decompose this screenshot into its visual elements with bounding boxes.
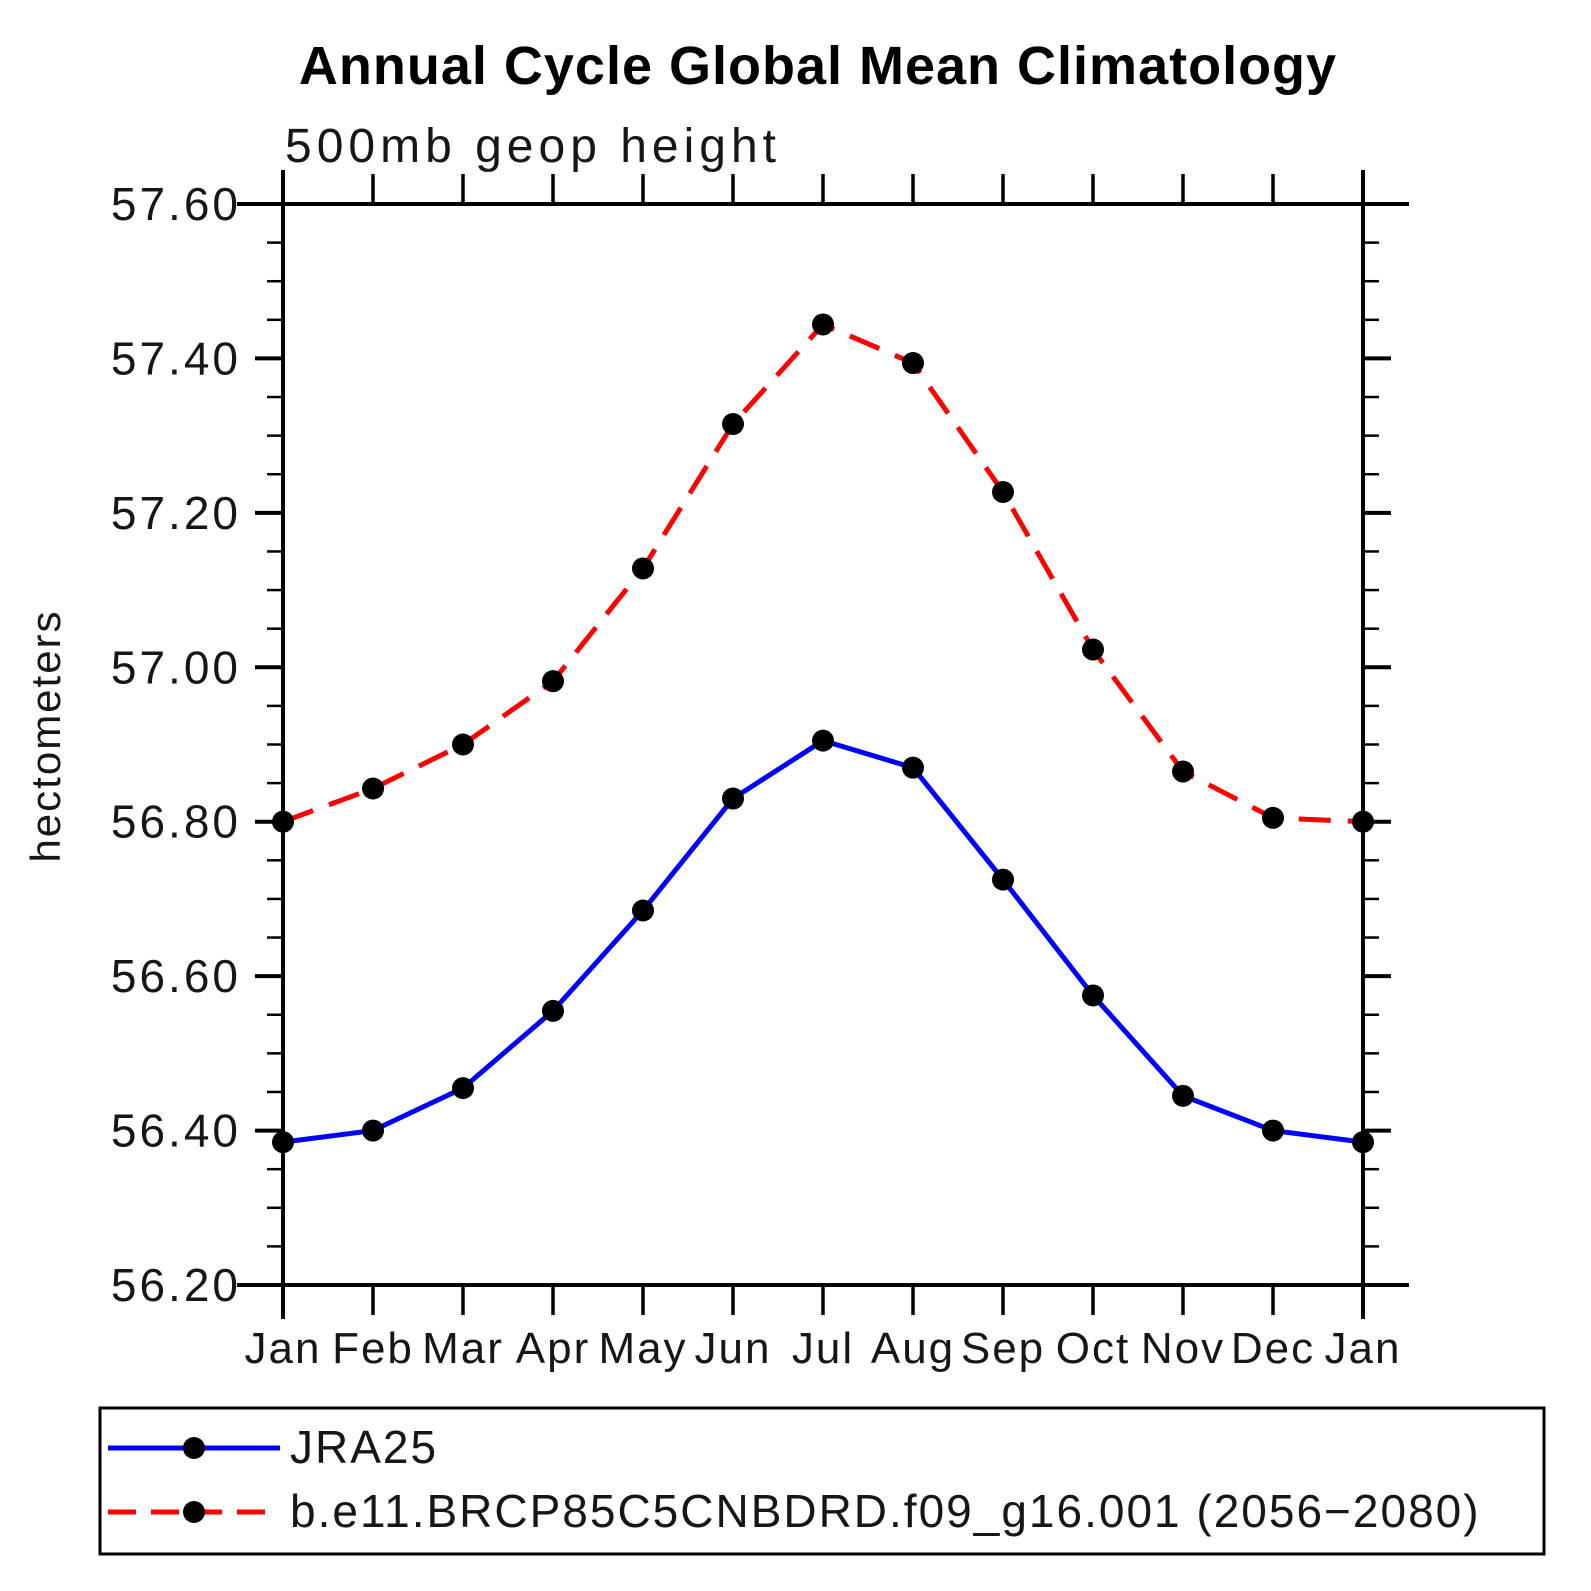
data-point xyxy=(992,868,1014,891)
legend: JRA25 b.e11.BRCP85C5CNBDRD.f09_g16.001 (… xyxy=(98,1406,1546,1556)
x-axis-tick-label: Apr xyxy=(516,1324,590,1373)
data-point xyxy=(1172,1084,1194,1107)
data-point xyxy=(452,733,474,756)
data-point xyxy=(902,756,924,779)
data-point xyxy=(452,1077,474,1100)
data-point xyxy=(722,413,744,436)
chart-title: Annual Cycle Global Mean Climatology xyxy=(299,36,1337,96)
y-axis-tick-label: 56.80 xyxy=(111,796,241,848)
legend-label-model: b.e11.BRCP85C5CNBDRD.f09_g16.001 (2056−2… xyxy=(290,1485,1481,1537)
data-point xyxy=(1082,984,1104,1007)
x-axis-tick-label: Dec xyxy=(1231,1324,1315,1373)
data-point xyxy=(1352,810,1374,833)
data-point xyxy=(902,352,924,375)
y-axis-tick-label: 56.60 xyxy=(111,950,241,1002)
data-point xyxy=(1082,638,1104,661)
x-axis-tick-label: Aug xyxy=(871,1324,955,1373)
data-point xyxy=(722,787,744,810)
x-axis-tick-label: Feb xyxy=(332,1324,414,1373)
legend-marker-circle-icon xyxy=(183,1501,205,1523)
x-axis-tick-label: Jan xyxy=(245,1324,322,1373)
x-axis-tick-label: Jan xyxy=(1325,1324,1402,1373)
x-axis-tick-label: May xyxy=(598,1324,687,1373)
x-axis-tick-label: Sep xyxy=(961,1324,1045,1373)
y-axis-tick-label: 56.20 xyxy=(111,1259,241,1311)
y-axis-title: hectometers xyxy=(22,609,69,862)
chart-subtitle: 500mb geop height xyxy=(285,120,781,173)
x-axis-tick-label: Nov xyxy=(1141,1324,1225,1373)
data-point xyxy=(1262,806,1284,829)
data-point xyxy=(1262,1119,1284,1142)
y-axis-tick-label: 57.60 xyxy=(111,178,241,230)
legend-label-jra25: JRA25 xyxy=(290,1421,438,1473)
y-axis-tick-label: 57.40 xyxy=(111,332,241,384)
data-point xyxy=(272,810,294,833)
data-point xyxy=(812,729,834,752)
data-point xyxy=(362,777,384,800)
data-point xyxy=(1172,760,1194,783)
x-axis-tick-label: Mar xyxy=(422,1324,504,1373)
x-axis-tick-label: Oct xyxy=(1056,1324,1130,1373)
legend-box xyxy=(98,1406,1546,1556)
x-axis-tick-label: Jun xyxy=(695,1324,772,1373)
data-point xyxy=(812,313,834,336)
data-point xyxy=(362,1119,384,1142)
data-point xyxy=(542,670,564,693)
x-axis-tick-label: Jul xyxy=(792,1324,854,1373)
legend-marker-circle-icon xyxy=(183,1437,205,1459)
data-point xyxy=(632,557,654,580)
y-axis-tick-label: 57.20 xyxy=(111,487,241,539)
data-point xyxy=(272,1131,294,1154)
series-line-0 xyxy=(282,738,1364,1145)
data-point xyxy=(992,481,1014,504)
axes: 56.20 56.40 56.60 56.80 57.00 57.20 57.40 57.60… xyxy=(111,170,1409,1373)
data-point xyxy=(542,999,564,1022)
data-point xyxy=(632,899,654,922)
series-markers xyxy=(272,313,1374,1154)
y-axis-tick-label: 56.40 xyxy=(111,1105,241,1157)
data-point xyxy=(1352,1131,1374,1154)
y-axis-tick-label: 57.00 xyxy=(111,641,241,693)
